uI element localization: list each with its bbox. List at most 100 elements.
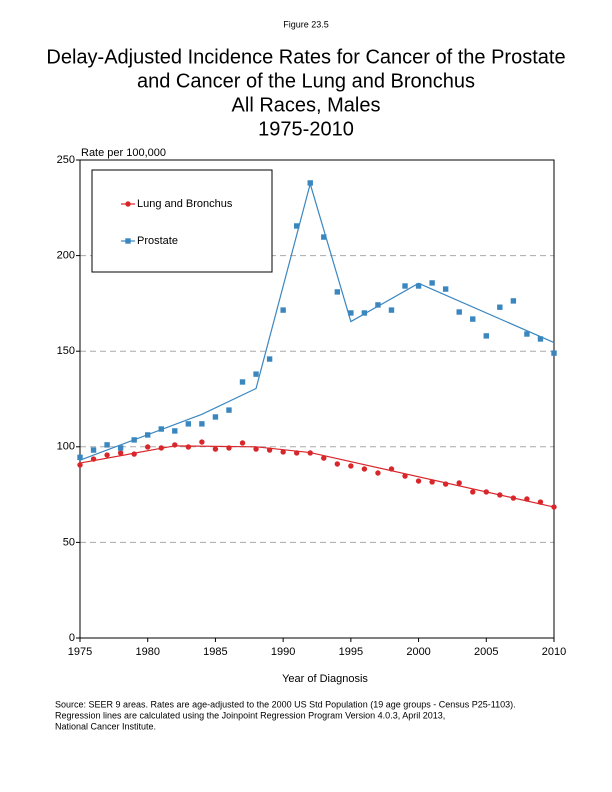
data-point [334,461,341,467]
x-tick-label: 1995 [339,646,363,658]
data-point [497,492,503,498]
data-point [551,350,557,356]
data-point [429,280,435,286]
data-point [293,450,300,456]
data-point [77,454,83,461]
data-point [185,421,192,427]
x-tick-label: 1980 [135,646,159,658]
y-tick-label: 200 [57,250,75,262]
data-point [266,447,273,453]
x-tick-label: 1990 [271,646,295,658]
data-point [158,426,164,432]
data-point [415,478,422,484]
data-point [442,286,449,292]
data-point [361,466,368,472]
data-point [239,379,246,385]
source-note: National Cancer Institute. [55,721,156,731]
data-point [456,480,462,486]
chart-title: All Races, Males [232,94,381,116]
data-point [90,456,97,462]
x-tick-label: 1985 [203,646,227,658]
y-tick-label: 50 [63,536,75,548]
data-point [226,407,232,413]
data-point [293,223,300,229]
data-point [375,302,381,308]
x-tick-label: 2000 [406,646,430,658]
data-point [483,333,489,339]
data-point [321,455,327,461]
y-tick-label: 150 [57,345,75,357]
data-point [524,496,530,502]
data-point [266,356,273,362]
data-point [158,445,164,451]
chart-title: Delay-Adjusted Incidence Rates for Cance… [46,46,565,68]
data-point [172,428,178,434]
data-point [375,470,381,476]
data-point [307,450,313,456]
legend-marker [125,201,131,207]
y-tick-label: 250 [57,154,75,166]
data-point [510,298,517,304]
data-point [212,446,219,452]
legend-label: Lung and Bronchus [137,198,233,210]
data-point [239,440,246,446]
data-point [402,473,408,479]
data-point [402,283,408,289]
data-point [104,442,110,448]
data-point [117,450,124,456]
legend-box [91,169,273,273]
chart-title: and Cancer of the Lung and Bronchus [137,70,475,92]
data-point [388,307,395,313]
y-tick-label: 100 [57,441,75,453]
data-point [334,289,341,295]
data-point [253,446,259,452]
data-point [90,447,97,453]
data-point [510,495,517,501]
data-point [321,234,327,240]
data-point [77,462,83,468]
data-point [280,449,286,455]
data-point [497,304,503,310]
data-point [172,442,178,448]
legend-marker [125,238,131,244]
data-point [415,283,422,289]
data-point [456,309,462,315]
data-point [348,463,354,469]
data-point [253,371,259,377]
data-point [524,331,530,337]
plot-frame [79,159,555,639]
data-point [185,444,192,450]
x-tick-label: 1975 [68,646,92,658]
data-point [226,445,232,451]
data-point [483,489,489,495]
data-point [388,466,395,472]
y-tick-label: 0 [69,632,75,644]
x-tick-label: 2005 [474,646,498,658]
x-tick-label: 2010 [542,646,566,658]
legend-label: Prostate [137,235,178,247]
data-point [470,489,476,495]
x-axis-label: Year of Diagnosis [282,673,368,685]
data-point [199,439,205,445]
data-point [442,481,449,487]
data-point [145,432,151,438]
source-note: Source: SEER 9 areas. Rates are age-adju… [55,699,516,709]
data-point [212,414,219,420]
data-point [104,452,110,458]
data-point [117,445,124,451]
data-point [131,437,137,443]
data-point [307,180,313,186]
data-point [131,451,137,457]
y-axis-label: Rate per 100,000 [81,147,166,159]
data-point [145,444,151,450]
data-point [199,421,205,427]
data-point [280,307,286,313]
data-point [470,316,476,322]
chart-title: 1975-2010 [258,118,354,140]
data-point [348,310,354,316]
data-point [551,504,557,510]
data-point [429,479,435,485]
data-point [361,310,368,316]
